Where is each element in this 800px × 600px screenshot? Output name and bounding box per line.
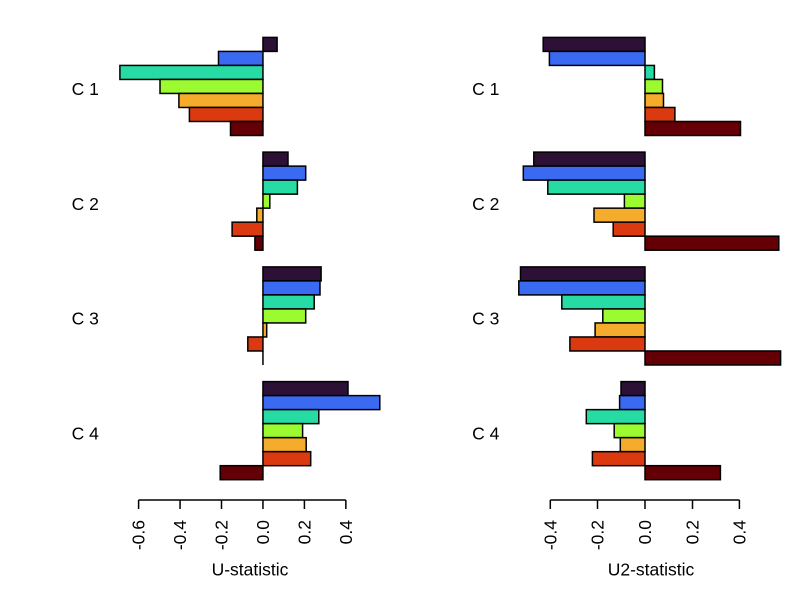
svg-text:0.4: 0.4 — [336, 520, 356, 545]
svg-text:-0.2: -0.2 — [588, 520, 608, 550]
svg-text:-0.4: -0.4 — [170, 520, 190, 550]
svg-text:-0.6: -0.6 — [129, 520, 149, 550]
svg-text:C 3: C 3 — [472, 309, 499, 329]
svg-text:0.2: 0.2 — [295, 520, 315, 544]
svg-text:C 1: C 1 — [472, 79, 499, 99]
svg-text:C 2: C 2 — [472, 194, 499, 214]
svg-text:C 4: C 4 — [72, 423, 100, 443]
svg-text:-0.2: -0.2 — [212, 520, 232, 550]
svg-text:0.0: 0.0 — [253, 520, 273, 545]
svg-text:C 3: C 3 — [72, 309, 99, 329]
svg-text:C 2: C 2 — [72, 194, 99, 214]
svg-text:U2-statistic: U2-statistic — [608, 559, 695, 579]
svg-text:-0.4: -0.4 — [540, 520, 560, 550]
svg-text:U-statistic: U-statistic — [212, 560, 289, 580]
svg-text:C 4: C 4 — [472, 423, 500, 443]
svg-text:C 1: C 1 — [72, 79, 99, 99]
svg-text:0.2: 0.2 — [683, 520, 703, 544]
svg-text:0.4: 0.4 — [730, 520, 750, 545]
svg-text:0.0: 0.0 — [635, 520, 655, 545]
